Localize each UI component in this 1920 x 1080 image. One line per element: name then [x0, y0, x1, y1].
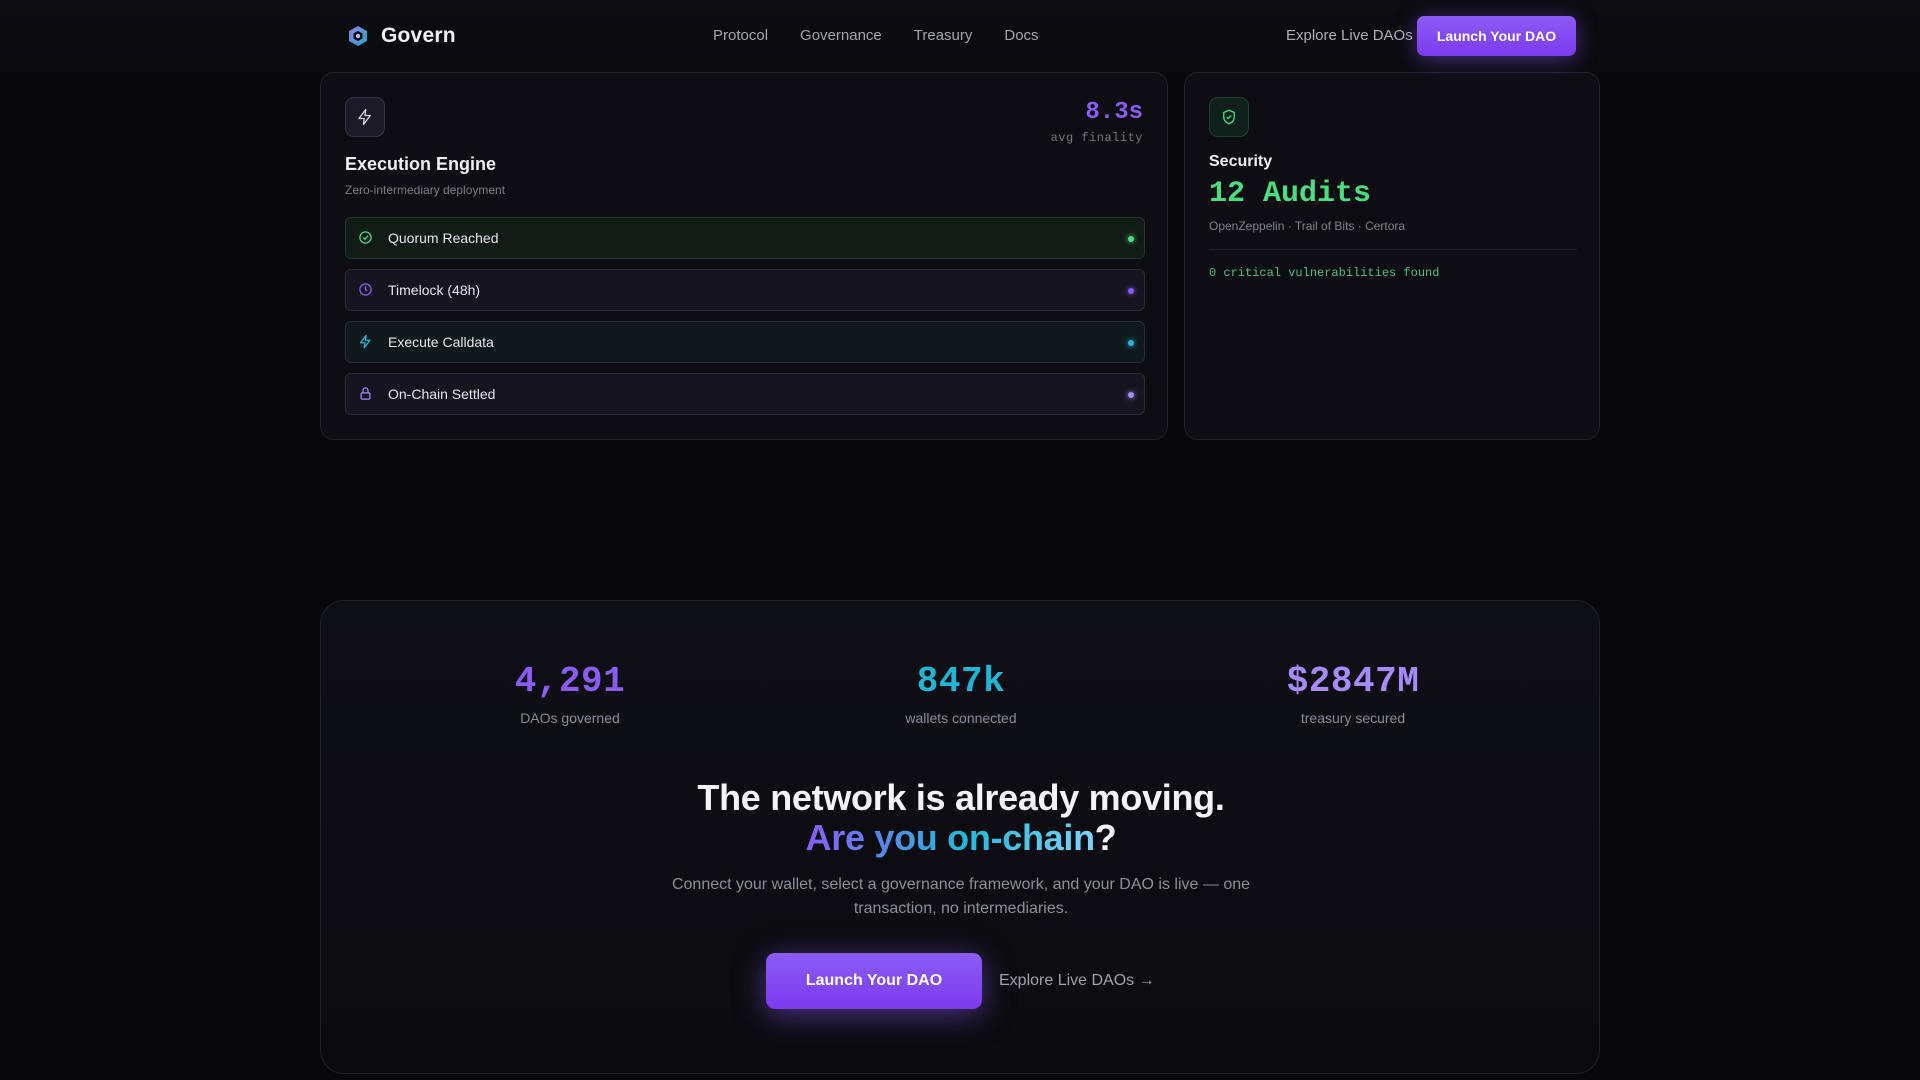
- vulnerability-note: 0 critical vulnerabilities found: [1209, 266, 1440, 280]
- metric-label: DAOs governed: [520, 710, 620, 726]
- gradient-text: Are you on-chain: [805, 817, 1096, 858]
- top-navbar: Govern Protocol Governance Treasury Docs…: [0, 0, 1920, 72]
- bolt-icon: [358, 334, 374, 350]
- metric-label: wallets connected: [905, 710, 1017, 726]
- lock-icon: [358, 386, 374, 402]
- status-dot: [1128, 236, 1134, 242]
- auditors-list: OpenZeppelin · Trail of Bits · Certora: [1209, 219, 1406, 233]
- cta-headline: The network is already moving.: [697, 777, 1225, 818]
- step-label: On-Chain Settled: [388, 386, 496, 402]
- cta-paragraph: Connect your wallet, select a governance…: [671, 876, 1251, 917]
- metric-treasury: $2847M treasury secured: [1223, 661, 1483, 726]
- nav-link-treasury[interactable]: Treasury: [913, 27, 973, 44]
- metric-value: 4,291: [514, 661, 626, 702]
- execution-steps: Quorum Reached Timelock (48h) Execute Ca…: [345, 217, 1145, 425]
- nav-link-docs[interactable]: Docs: [1004, 27, 1039, 44]
- step-label: Execute Calldata: [388, 334, 494, 350]
- step-timelock: Timelock (48h): [345, 269, 1145, 311]
- finality-label: avg finality: [1050, 131, 1143, 145]
- card-description: Zero-intermediary deployment: [345, 183, 506, 197]
- logo-text: Govern: [381, 24, 456, 47]
- step-execute-calldata: Execute Calldata: [345, 321, 1145, 363]
- step-label: Quorum Reached: [388, 230, 499, 246]
- metric-value: $2847M: [1286, 661, 1420, 702]
- security-card: Security 12 Audits OpenZeppelin · Trail …: [1184, 72, 1600, 440]
- card-title: Execution Engine: [345, 154, 497, 174]
- nav-links: Protocol Governance Treasury Docs: [713, 27, 1039, 44]
- cta-explore-link[interactable]: Explore Live DAOs →: [999, 972, 1155, 989]
- execution-engine-card: 8.3s avg finality Execution Engine Zero-…: [320, 72, 1168, 440]
- question-mark: ?: [1094, 817, 1117, 858]
- metric-label: treasury secured: [1300, 710, 1406, 726]
- cta-launch-dao-button[interactable]: Launch Your DAO: [766, 953, 982, 1009]
- logo-icon: [349, 26, 367, 46]
- clock-icon: [358, 282, 374, 298]
- divider: [1209, 249, 1577, 250]
- status-dot: [1128, 392, 1134, 398]
- explore-live-daos-link[interactable]: Explore Live DAOs: [1286, 27, 1413, 44]
- status-dot: [1128, 288, 1134, 294]
- nav-link-governance[interactable]: Governance: [800, 27, 882, 44]
- metric-value: 847k: [916, 661, 1006, 702]
- status-dot: [1128, 340, 1134, 346]
- bolt-icon: [345, 97, 385, 137]
- nav-link-protocol[interactable]: Protocol: [713, 27, 769, 44]
- step-label: Timelock (48h): [388, 282, 481, 298]
- check-circle-icon: [358, 230, 374, 246]
- cta-headline-2: Are you on-chain?: [321, 817, 1601, 859]
- cta-section: 4,291 DAOs governed 847k wallets connect…: [320, 600, 1600, 1074]
- audits-value: 12 Audits: [1209, 177, 1372, 211]
- shield-check-icon: [1209, 97, 1249, 137]
- step-quorum-reached: Quorum Reached: [345, 217, 1145, 259]
- finality-value: 8.3s: [1085, 99, 1143, 126]
- metric-daos: 4,291 DAOs governed: [440, 661, 700, 726]
- security-title: Security: [1209, 153, 1273, 170]
- metric-wallets: 847k wallets connected: [831, 661, 1091, 726]
- logo[interactable]: Govern: [347, 24, 456, 48]
- launch-dao-button[interactable]: Launch Your DAO: [1417, 16, 1576, 56]
- step-on-chain-settled: On-Chain Settled: [345, 373, 1145, 415]
